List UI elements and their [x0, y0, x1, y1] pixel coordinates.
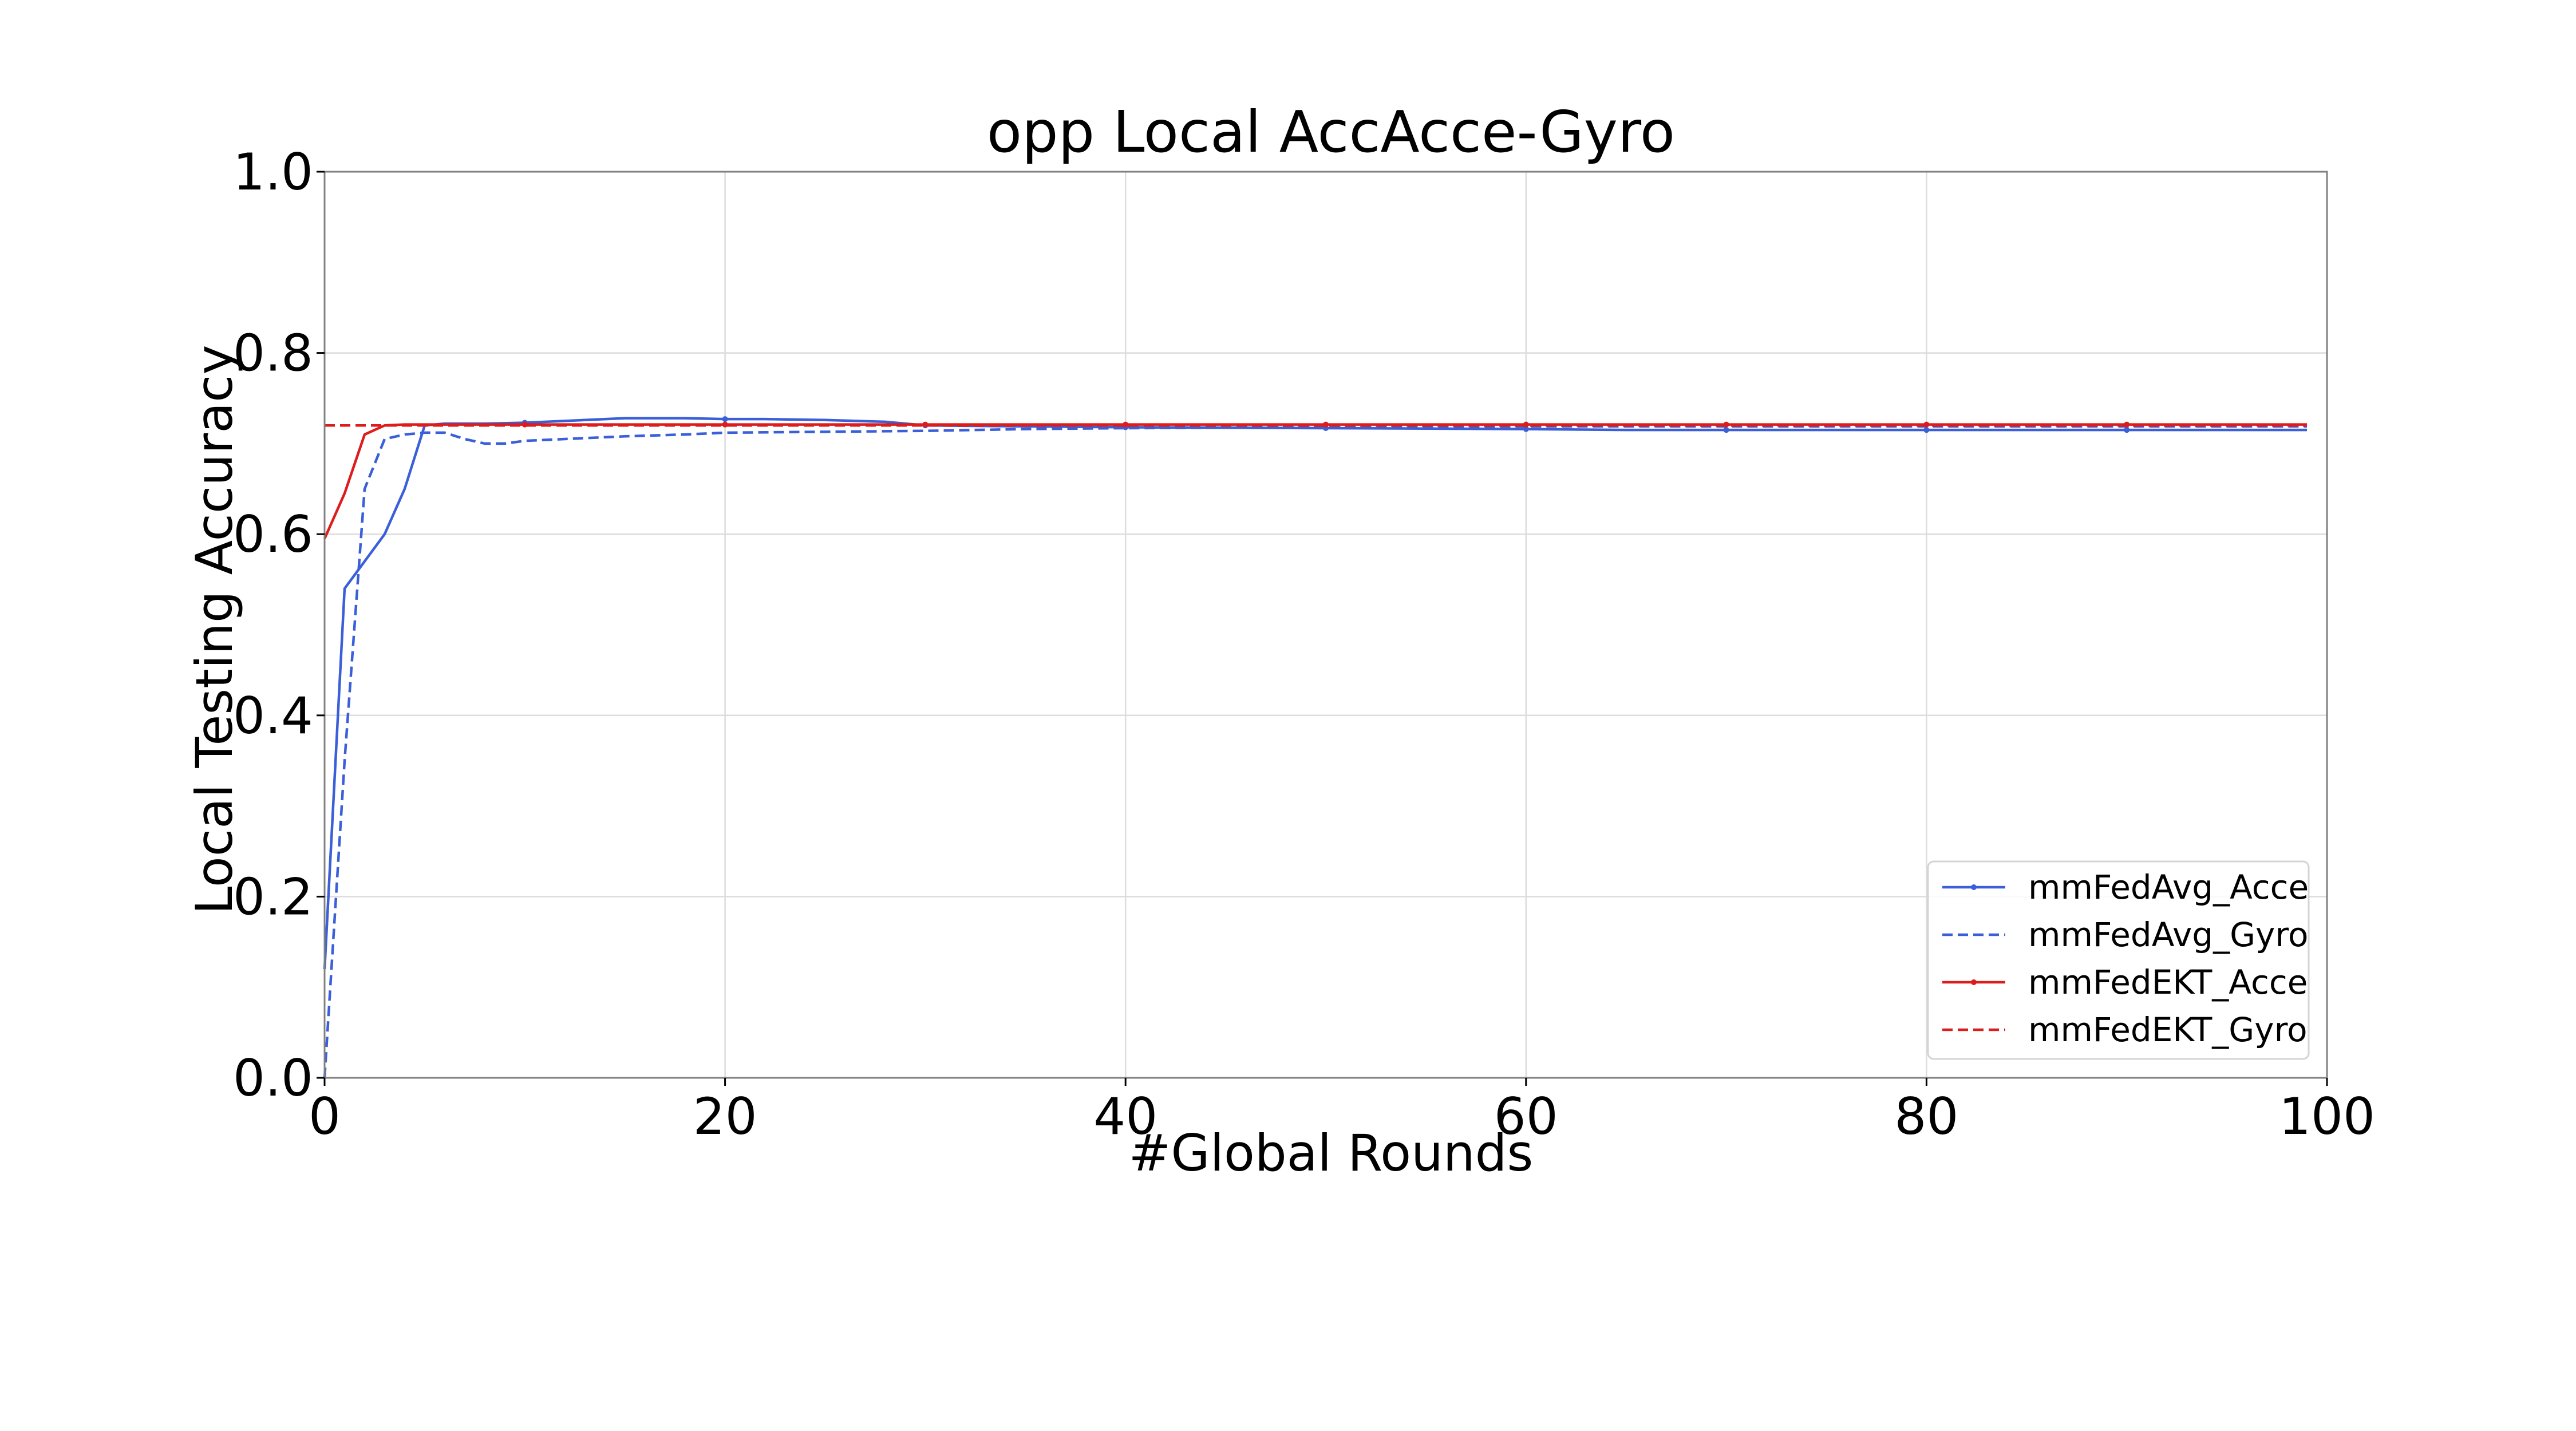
y-tick-label: 0.0 — [233, 1049, 313, 1108]
plot-frame — [323, 171, 2328, 1079]
y-tick-label: 0.2 — [233, 867, 313, 926]
x-tick-label: 0 — [309, 1087, 341, 1146]
series-mmFedAvg_Gyro — [323, 425, 2308, 1078]
data-point — [922, 421, 929, 428]
legend-box — [1927, 860, 2310, 1060]
legend-label: mmFedAvg_Acce — [2028, 868, 2309, 907]
x-tick-label: 60 — [1494, 1087, 1558, 1146]
data-point — [1723, 427, 1729, 433]
x-tick-label: 20 — [693, 1087, 757, 1146]
data-point — [1123, 421, 1129, 428]
data-point — [2124, 427, 2130, 433]
series-group — [323, 416, 2308, 1078]
legend-marker — [1971, 979, 1977, 985]
y-tick-label: 0.4 — [233, 686, 313, 745]
x-tick-label: 40 — [1093, 1087, 1157, 1146]
series-line — [323, 425, 2308, 1078]
y-tick-label: 0.6 — [233, 505, 313, 564]
data-point — [1923, 427, 1930, 433]
legend-marker — [1971, 884, 1977, 890]
x-tick-label: 80 — [1894, 1087, 1958, 1146]
series-line — [323, 417, 2308, 970]
y-axis-label: Local Testing Accuracy — [185, 345, 244, 914]
chart-title: opp Local AccAcce-Gyro — [987, 98, 1675, 165]
data-point — [722, 416, 728, 422]
y-tick-label: 1.0 — [233, 143, 313, 201]
data-point — [1323, 421, 1329, 428]
legend-label: mmFedEKT_Acce — [2028, 963, 2308, 1002]
x-axis-label: #Global Rounds — [1129, 1124, 1534, 1183]
legend-item-mmFedAvg_Acce: mmFedAvg_Acce — [1942, 868, 2309, 907]
legend-item-mmFedEKT_Acce: mmFedEKT_Acce — [1942, 963, 2308, 1002]
legend-label: mmFedEKT_Gyro — [2028, 1010, 2308, 1049]
y-tick-label: 0.8 — [233, 324, 313, 383]
legend: mmFedAvg_Acce mmFedAvg_Gyro mmFedEKT_Accem… — [1927, 860, 2310, 1060]
x-tick-label: 100 — [2279, 1087, 2375, 1146]
legend-item-mmFedAvg_Gyro: mmFedAvg_Gyro — [1942, 915, 2308, 954]
axis-ticks: 0 20 40 60 80 100 0.0 0.2 0.4 0.6 0.8 1.0 — [233, 143, 2375, 1146]
legend-label: mmFedAvg_Gyro — [2028, 915, 2308, 954]
legend-item-mmFedEKT_Gyro: mmFedEKT_Gyro — [1942, 1010, 2308, 1049]
